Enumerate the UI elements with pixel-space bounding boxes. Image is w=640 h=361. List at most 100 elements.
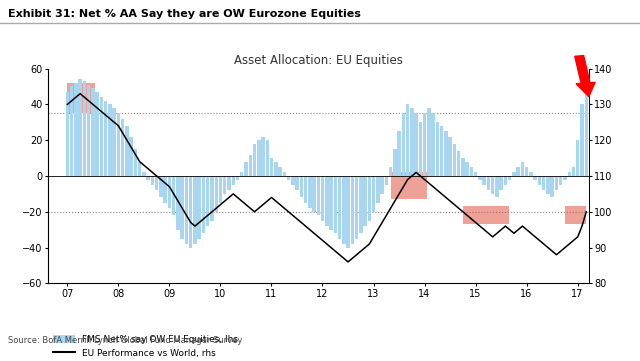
Bar — [486, 176, 490, 190]
Bar — [547, 176, 550, 194]
Bar — [542, 176, 545, 190]
Bar — [189, 176, 193, 248]
Bar — [214, 176, 218, 212]
Text: Source: BofA Merrill Lynch Global Fund Manager Survey: Source: BofA Merrill Lynch Global Fund M… — [8, 336, 242, 345]
Bar — [330, 176, 333, 230]
Bar — [321, 176, 324, 221]
Bar — [317, 176, 320, 216]
Bar — [457, 151, 460, 176]
Bar — [70, 87, 74, 176]
Bar — [91, 88, 95, 176]
Bar — [274, 162, 278, 176]
Bar — [525, 167, 529, 176]
Bar — [397, 131, 401, 176]
Bar — [427, 108, 431, 176]
Bar — [576, 140, 579, 176]
Bar — [568, 173, 571, 176]
Bar — [291, 176, 294, 185]
Bar — [244, 162, 248, 176]
Bar — [257, 140, 260, 176]
Bar — [261, 136, 265, 176]
Bar — [282, 173, 286, 176]
Bar — [342, 176, 346, 244]
Bar — [572, 167, 575, 176]
Bar — [499, 176, 503, 190]
Bar — [185, 176, 188, 244]
Bar — [159, 176, 163, 197]
Bar — [406, 104, 410, 176]
Bar — [419, 122, 422, 176]
Bar — [180, 176, 184, 239]
Bar — [325, 176, 328, 226]
Bar — [465, 162, 469, 176]
Bar — [504, 176, 507, 185]
Bar — [512, 173, 516, 176]
Bar — [142, 173, 146, 176]
Bar — [248, 155, 252, 176]
Bar — [346, 176, 350, 248]
Bar — [423, 113, 426, 176]
Bar — [125, 126, 129, 176]
Bar — [376, 176, 380, 203]
Bar — [87, 85, 90, 176]
Bar — [491, 176, 495, 194]
Bar — [516, 167, 520, 176]
Bar — [219, 176, 222, 203]
Bar — [278, 167, 282, 176]
Bar — [67, 83, 95, 113]
Bar — [478, 176, 482, 179]
Bar — [559, 176, 563, 185]
Bar — [550, 176, 554, 197]
Bar — [529, 173, 532, 176]
Bar — [129, 136, 133, 176]
Bar — [338, 176, 341, 239]
Bar — [232, 176, 235, 185]
Bar — [236, 176, 239, 179]
Bar — [253, 144, 256, 176]
Bar — [410, 108, 413, 176]
Bar — [359, 176, 363, 233]
Bar — [580, 104, 584, 176]
Bar — [206, 176, 209, 226]
Bar — [474, 173, 477, 176]
Bar — [534, 176, 537, 179]
Bar — [104, 101, 108, 176]
Bar — [470, 167, 473, 176]
Bar — [565, 206, 586, 224]
Bar — [202, 176, 205, 233]
Bar — [508, 176, 511, 179]
Bar — [431, 113, 435, 176]
Bar — [415, 113, 418, 176]
Bar — [211, 176, 214, 221]
Bar — [134, 149, 137, 176]
Bar — [385, 176, 388, 185]
Bar — [440, 126, 444, 176]
Bar — [193, 176, 196, 244]
Bar — [74, 83, 77, 176]
Bar — [113, 108, 116, 176]
Bar — [150, 176, 154, 185]
Bar — [163, 176, 167, 203]
Bar — [295, 176, 299, 190]
Bar — [461, 158, 465, 176]
Bar — [364, 176, 367, 226]
Bar — [66, 92, 69, 176]
Bar — [176, 176, 180, 230]
Bar — [436, 122, 439, 176]
Bar — [198, 176, 201, 239]
Bar — [563, 176, 566, 179]
Bar — [304, 176, 307, 203]
Bar — [584, 72, 588, 176]
Bar — [483, 176, 486, 185]
Title: Asset Allocation: EU Equities: Asset Allocation: EU Equities — [234, 55, 403, 68]
Bar — [168, 176, 171, 208]
Bar — [287, 176, 291, 179]
Bar — [402, 113, 405, 176]
Bar — [389, 167, 392, 176]
Bar — [372, 176, 375, 212]
Bar — [495, 176, 499, 197]
Bar — [355, 176, 358, 239]
Bar — [270, 158, 273, 176]
Legend: FMS Net% say OW EU Equities, lhs, EU Performance vs World, rhs: FMS Net% say OW EU Equities, lhs, EU Per… — [52, 335, 238, 358]
Bar — [100, 97, 103, 176]
